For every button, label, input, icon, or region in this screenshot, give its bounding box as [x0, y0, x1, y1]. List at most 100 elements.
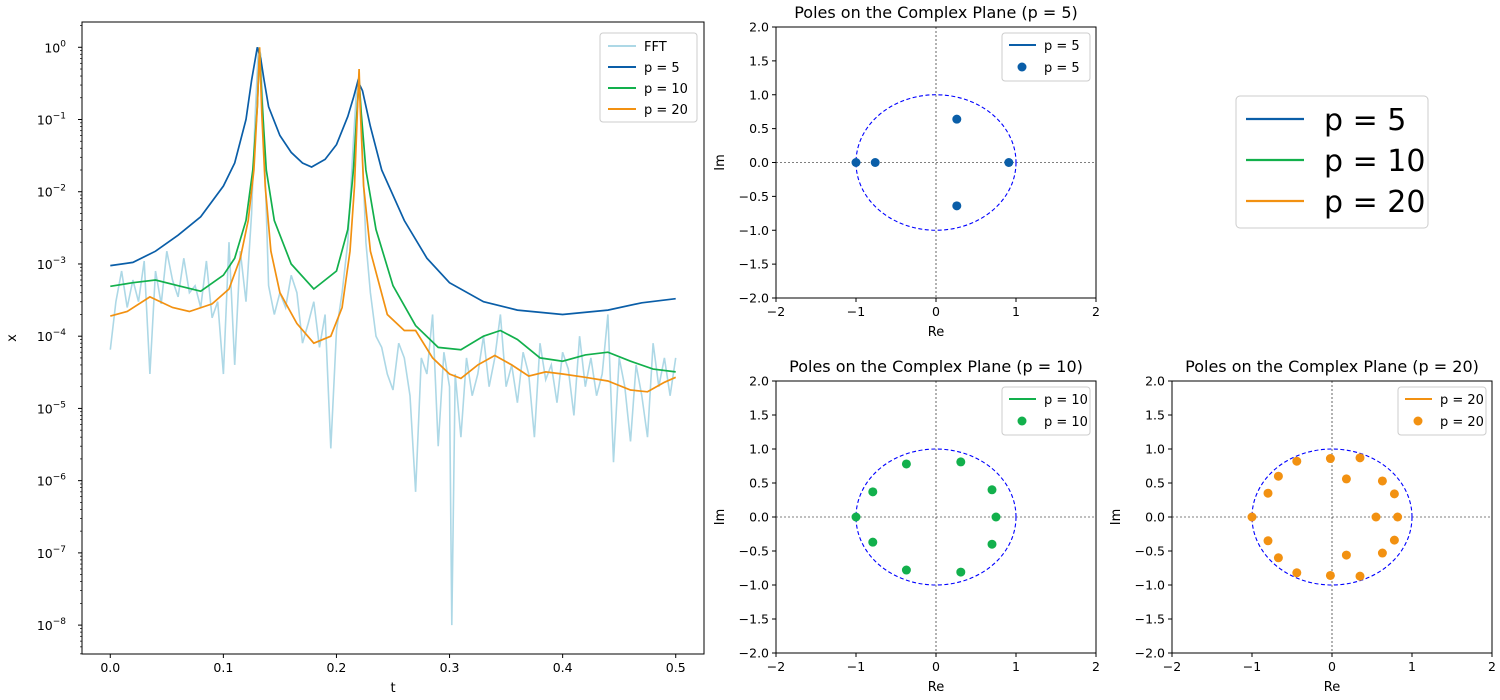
pole-ytick-label: 0.0 — [749, 155, 769, 170]
spectrum-xtick-label: 0.3 — [440, 660, 460, 675]
spectrum-xtick-label: 0.1 — [213, 660, 233, 675]
pole-ytick-label: −0.5 — [739, 189, 769, 204]
pole-point — [868, 537, 878, 547]
series-line-p5 — [110, 47, 676, 316]
pole-point — [956, 567, 966, 577]
pole-ytick-label: −1.0 — [739, 223, 769, 238]
big-legend-box — [1235, 95, 1429, 229]
pole-xtick-label: 2 — [1092, 304, 1100, 319]
pole-ytick-label: −2.0 — [739, 291, 769, 306]
pole-point — [1389, 489, 1399, 499]
pole-point — [1341, 474, 1351, 484]
pole-point — [1273, 471, 1283, 481]
pole-point — [901, 565, 911, 575]
legend-marker-swatch — [1017, 416, 1027, 426]
pole-ytick-label: 2.0 — [749, 374, 769, 389]
pole-point — [952, 114, 962, 124]
legend-line-label: p = 10 — [1044, 393, 1088, 408]
pole-point — [1004, 158, 1014, 167]
pole-point — [901, 459, 911, 469]
pole-point — [1325, 454, 1335, 464]
plots-layer: 0.0 0.1 0.2 0.3 0.4 0.510010−110−210−310−410−… — [5, 3, 1496, 696]
spectrum-xtick-label: 0.4 — [553, 660, 573, 675]
pole-xtick-label: 0 — [932, 659, 940, 674]
spectrum-frame — [81, 21, 705, 655]
pole-legend: p = 20 p = 20 — [1397, 386, 1487, 436]
pole-xlabel: Re — [928, 680, 944, 695]
pole-point — [956, 457, 966, 467]
poles-p10-plot: −2 −1 0 1 2 2.0 1.5 1.0 0.5 0.0 −0.5 −1.0 −1.5 −2.0 Re… — [713, 357, 1100, 695]
pole-ylabel: Im — [713, 509, 728, 526]
pole-point — [1263, 488, 1273, 498]
legend-label-p5: p = 5 — [644, 61, 680, 76]
pole-ytick-label: 1.0 — [749, 87, 769, 102]
pole-ytick-label: 1.5 — [1145, 408, 1165, 423]
pole-ytick-label: 1.5 — [749, 53, 769, 68]
pole-point — [1355, 571, 1365, 581]
pole-xtick-label: 0 — [932, 304, 940, 319]
legend-label-fft: FFT — [644, 40, 667, 55]
pole-point — [1292, 568, 1302, 578]
big-legend-label-p5: p = 5 — [1324, 103, 1406, 138]
legend-line-label: p = 20 — [1440, 393, 1484, 408]
legend-label-p10: p = 10 — [644, 82, 688, 97]
poles-p20-plot: −2 −1 0 1 2 2.0 1.5 1.0 0.5 0.0 −0.5 −1.0 −1.5 −2.0 Re… — [1109, 357, 1496, 695]
pole-legend: p = 10 p = 10 — [1001, 386, 1091, 436]
legend-marker-label: p = 20 — [1440, 415, 1484, 430]
pole-ytick-label: 0.5 — [749, 476, 769, 491]
big-legend-label-p10: p = 10 — [1324, 144, 1425, 179]
pole-point — [987, 485, 997, 495]
spectrum-xlabel: t — [390, 681, 395, 696]
pole-legend: p = 5 p = 5 — [1001, 32, 1091, 82]
pole-ytick-label: 0.5 — [1145, 476, 1165, 491]
legend-label-p20: p = 20 — [644, 103, 688, 118]
pole-point — [851, 512, 861, 522]
pole-ytick-label: −0.5 — [739, 544, 769, 559]
pole-point — [1263, 536, 1273, 546]
big-legend-label-p20: p = 20 — [1324, 185, 1425, 220]
pole-point — [991, 512, 1001, 522]
big-legend: p = 5 p = 10 p = 20 — [1235, 95, 1429, 229]
pole-ytick-label: 1.0 — [1145, 442, 1165, 457]
pole-point — [952, 201, 962, 211]
legend-marker-swatch — [1017, 62, 1027, 72]
pole-xtick-label: −2 — [767, 304, 785, 319]
unit-circle — [855, 94, 1017, 231]
pole-xtick-label: 2 — [1092, 659, 1100, 674]
legend-marker-swatch — [1413, 416, 1423, 426]
spectrum-ylabel: x — [5, 334, 20, 342]
pole-xtick-label: −2 — [767, 659, 785, 674]
pole-ytick-label: 2.0 — [749, 20, 769, 35]
pole-point — [851, 158, 861, 167]
series-line-p20 — [110, 47, 677, 393]
pole-xtick-label: 1 — [1012, 304, 1020, 319]
pole-ytick-label: −2.0 — [739, 646, 769, 661]
pole-ytick-label: −1.0 — [739, 578, 769, 593]
spectrum-xtick-label: 0.0 — [100, 660, 120, 675]
pole-xlabel: Re — [1324, 680, 1340, 695]
pole-ytick-label: −2.0 — [1135, 646, 1165, 661]
series-line-p10 — [110, 50, 676, 373]
legend-marker-label: p = 5 — [1044, 61, 1080, 76]
pole-ytick-label: 2.0 — [1145, 374, 1165, 389]
pole-xtick-label: 0 — [1328, 659, 1336, 674]
pole-point — [987, 539, 997, 549]
pole-point — [1273, 553, 1283, 563]
pole-xtick-label: 1 — [1012, 659, 1020, 674]
pole-ytick-label: 1.0 — [749, 442, 769, 457]
legend-marker-label: p = 10 — [1044, 415, 1088, 430]
pole-ytick-label: −1.0 — [1135, 578, 1165, 593]
legend-line-label: p = 5 — [1044, 39, 1080, 54]
pole-xtick-label: 1 — [1408, 659, 1416, 674]
pole-plot-title: Poles on the Complex Plane (p = 5) — [794, 3, 1078, 22]
spectrum-xtick-label: 0.2 — [327, 660, 347, 675]
pole-ylabel: Im — [713, 154, 728, 171]
pole-xtick-label: −1 — [1243, 659, 1261, 674]
spectrum-legend: FFT p = 5 p = 10 p = 20 — [599, 32, 698, 123]
pole-ytick-label: −0.5 — [1135, 544, 1165, 559]
pole-point — [868, 487, 878, 497]
poles-p5-plot: −2 −1 0 1 2 2.0 1.5 1.0 0.5 0.0 −0.5 −1.0 −1.5 −2.0 Re… — [713, 3, 1100, 340]
pole-point — [1247, 512, 1257, 522]
pole-ytick-label: 1.5 — [749, 408, 769, 423]
pole-point — [1377, 476, 1387, 486]
